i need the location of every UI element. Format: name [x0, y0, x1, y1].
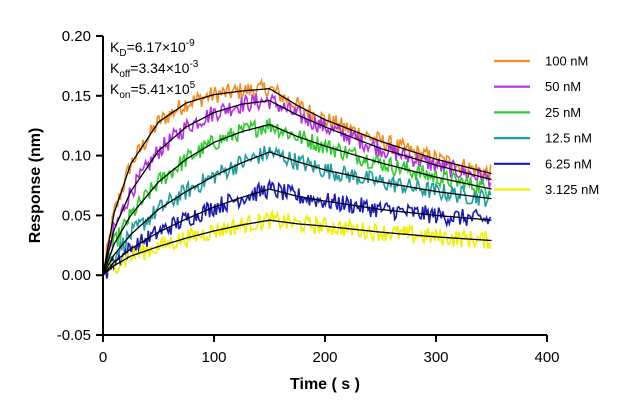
- series-line-6-25-nm: [102, 178, 492, 279]
- legend-label: 50 nM: [545, 79, 581, 94]
- legend-label: 6.25 nM: [545, 156, 592, 171]
- fit-curve-50-nm: [102, 99, 492, 276]
- y-tick-label: -0.05: [57, 327, 91, 344]
- annotation-k-off: Koff=3.34×10-3: [110, 59, 199, 80]
- legend-label: 100 nM: [545, 54, 588, 69]
- y-tick-label: 0.05: [62, 207, 91, 224]
- fit-curve-12-5-nm: [102, 151, 492, 276]
- annotation-k-on: Kon=5.41×105: [110, 80, 196, 101]
- x-axis-label: Time ( s ): [290, 376, 360, 393]
- x-tick-label: 0: [99, 349, 107, 366]
- x-tick-label: 400: [534, 349, 559, 366]
- legend-label: 12.5 nM: [545, 131, 592, 146]
- legend-label: 3.125 nM: [545, 182, 599, 197]
- y-tick-label: 0.20: [62, 28, 91, 45]
- series-line-3-125-nm: [102, 209, 492, 276]
- axes-layer: -0.05 0.00 0.05 0.10 0.15 0.20 0 100 200 300 400 Ti…: [27, 28, 560, 393]
- annotation-k-D: KD=6.17×10-9: [110, 38, 195, 59]
- fit-curve-25-nm: [102, 123, 492, 276]
- fit-curve-6-25-nm: [102, 188, 492, 276]
- x-tick-label: 300: [423, 349, 448, 366]
- series-line-50-nm: [102, 92, 492, 276]
- series-line-100-nm: [102, 77, 492, 276]
- y-tick-label: 0.15: [62, 88, 91, 105]
- y-tick-label: 0.10: [62, 148, 91, 165]
- x-tick-label: 100: [201, 349, 226, 366]
- fit-curve-100-nm: [102, 87, 492, 276]
- fit-curve-3-125-nm: [102, 219, 492, 276]
- legend-label: 25 nM: [545, 105, 581, 120]
- x-tick-label: 200: [312, 349, 337, 366]
- y-axis-label: Response (nm): [27, 128, 44, 244]
- y-tick-label: 0.00: [62, 267, 91, 284]
- legend: 100 nM 50 nM 25 nM 12.5 nM 6.25 nM 3.125 nM: [494, 54, 599, 197]
- fit-layer: [102, 87, 492, 276]
